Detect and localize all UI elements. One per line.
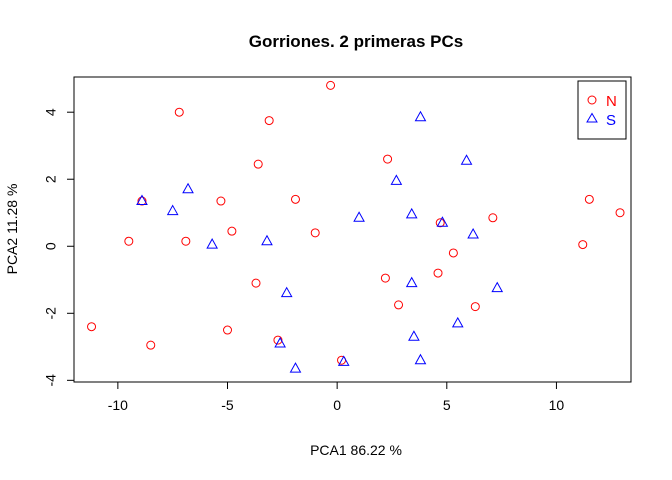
x-tick-label: 10 bbox=[549, 397, 565, 413]
point-s bbox=[353, 211, 365, 222]
point-n bbox=[394, 300, 404, 310]
point-s bbox=[261, 234, 273, 246]
point-n bbox=[578, 240, 588, 250]
point-n bbox=[290, 194, 300, 204]
point-n bbox=[448, 248, 458, 258]
legend-label-n: N bbox=[606, 93, 617, 110]
point-n bbox=[227, 226, 237, 236]
point-s bbox=[467, 227, 479, 239]
y-tick-label: 4 bbox=[43, 108, 59, 116]
legend-marker-s bbox=[586, 112, 598, 123]
point-n bbox=[146, 340, 156, 350]
x-tick-label: -5 bbox=[221, 397, 234, 413]
point-s bbox=[289, 362, 302, 373]
point-s bbox=[390, 174, 403, 185]
point-n bbox=[584, 194, 594, 204]
point-n bbox=[615, 208, 625, 218]
y-tick-label: -4 bbox=[43, 374, 59, 387]
point-s bbox=[405, 207, 418, 219]
point-s bbox=[280, 286, 293, 298]
point-n bbox=[326, 80, 336, 90]
point-s bbox=[274, 336, 286, 348]
point-s bbox=[182, 182, 194, 194]
plot-frame bbox=[73, 76, 632, 383]
point-n bbox=[124, 236, 134, 246]
point-n bbox=[383, 154, 393, 164]
point-s bbox=[436, 216, 449, 227]
point-s bbox=[491, 281, 504, 293]
point-s bbox=[206, 238, 219, 249]
point-s bbox=[405, 276, 418, 288]
point-s bbox=[166, 204, 179, 216]
y-tick-label: 0 bbox=[43, 242, 59, 250]
point-s bbox=[136, 194, 148, 206]
point-n bbox=[264, 116, 274, 126]
point-s bbox=[414, 110, 427, 122]
point-s bbox=[337, 355, 350, 366]
point-s bbox=[451, 316, 464, 328]
x-axis-label: PCA1 86.22 % bbox=[310, 442, 402, 458]
point-n bbox=[380, 273, 390, 283]
y-axis: -4 -2 0 2 4 bbox=[43, 108, 75, 387]
point-s bbox=[414, 353, 427, 365]
y-axis-label: PCA2 11.28 % bbox=[4, 184, 20, 275]
legend: N S bbox=[577, 80, 627, 140]
point-n bbox=[273, 335, 283, 345]
x-tick-label: 0 bbox=[333, 397, 341, 413]
point-n bbox=[216, 196, 226, 206]
point-n bbox=[251, 278, 261, 288]
point-s bbox=[460, 154, 473, 165]
point-n bbox=[87, 322, 97, 332]
x-axis: -10 -5 0 5 10 bbox=[108, 381, 565, 413]
data-points bbox=[87, 80, 625, 373]
point-n bbox=[433, 268, 443, 278]
point-n bbox=[488, 213, 498, 223]
y-tick-label: 2 bbox=[43, 175, 59, 183]
legend-label-s: S bbox=[606, 112, 616, 129]
point-n bbox=[174, 107, 184, 117]
point-n bbox=[310, 228, 320, 238]
legend-marker-n bbox=[587, 95, 597, 105]
point-n bbox=[253, 159, 263, 169]
x-tick-label: 5 bbox=[443, 397, 451, 413]
point-n bbox=[223, 325, 233, 335]
legend-box bbox=[577, 80, 627, 140]
chart-title: Gorriones. 2 primeras PCs bbox=[249, 32, 463, 51]
x-tick-label: -10 bbox=[108, 397, 128, 413]
point-n bbox=[470, 302, 480, 312]
point-n bbox=[181, 236, 191, 246]
point-s bbox=[408, 330, 420, 341]
y-tick-label: -2 bbox=[43, 307, 59, 320]
